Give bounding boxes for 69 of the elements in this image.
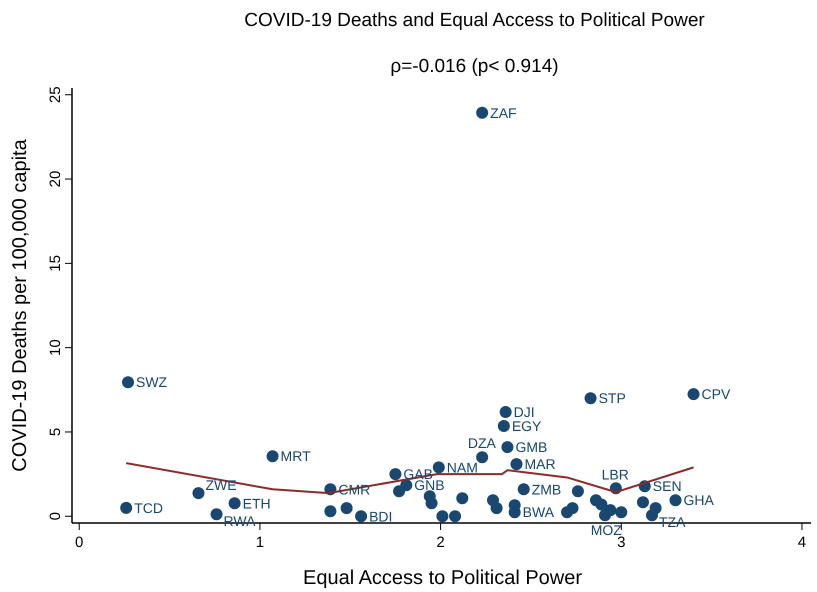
- annotation: ETH: [242, 495, 271, 512]
- y-tick-label: 0: [47, 512, 64, 520]
- point: [500, 406, 512, 418]
- x-tick-label: 2: [436, 534, 445, 551]
- point: [210, 508, 223, 520]
- point: [426, 497, 438, 510]
- annotation: LBR: [602, 466, 629, 482]
- point: [389, 468, 402, 480]
- point: [456, 492, 468, 504]
- annotation: NAM: [446, 459, 478, 476]
- annotation: MRT: [280, 448, 312, 464]
- point: [476, 451, 488, 464]
- annotation: STP: [598, 390, 626, 406]
- point: [572, 485, 584, 498]
- annotation: ZWE: [205, 477, 237, 494]
- chart-subtitle: ρ=-0.016 (p< 0.914): [390, 56, 559, 77]
- annotation: EGY: [512, 418, 542, 434]
- annotation: CPV: [702, 386, 732, 402]
- point: [266, 450, 279, 462]
- annotation: GHA: [683, 492, 714, 508]
- y-tick-label: 10: [47, 339, 64, 356]
- annotation: DJI: [514, 404, 535, 420]
- point: [192, 487, 204, 500]
- annotation: ZAF: [490, 104, 517, 121]
- x-tick-label: 3: [617, 534, 626, 551]
- point: [688, 388, 700, 400]
- point: [636, 496, 649, 508]
- annotation: ZMB: [532, 481, 562, 498]
- point: [122, 376, 134, 388]
- annotation: BDI: [369, 508, 392, 524]
- point: [510, 458, 522, 470]
- x-tick-label: 0: [75, 534, 84, 551]
- annotation: SEN: [652, 478, 682, 494]
- point: [476, 106, 488, 119]
- point: [324, 505, 336, 518]
- point: [669, 494, 682, 506]
- point: [120, 502, 132, 514]
- point: [432, 461, 445, 474]
- point: [393, 485, 406, 498]
- point: [355, 510, 368, 522]
- x-tick-label: 1: [256, 534, 264, 551]
- point: [615, 506, 628, 518]
- x-tick-label: 4: [798, 534, 806, 551]
- y-tick-label: 20: [47, 170, 64, 188]
- point: [449, 510, 462, 522]
- annotation: SWZ: [136, 374, 168, 390]
- annotation: DZA: [468, 435, 497, 452]
- chart-title: COVID-19 Deaths and Equal Access to Political Power: [244, 10, 706, 31]
- point: [604, 504, 616, 516]
- point: [595, 498, 608, 510]
- y-tick-label: 25: [47, 86, 64, 104]
- point: [501, 441, 514, 454]
- point: [436, 510, 448, 522]
- x-axis-title: Equal Access to Political Power: [302, 567, 582, 589]
- point: [584, 392, 597, 404]
- annotation: GMB: [515, 439, 548, 456]
- y-axis-title: COVID-19 Deaths per 100,000 capita: [9, 138, 31, 472]
- point: [518, 483, 530, 496]
- point: [490, 502, 503, 514]
- point: [566, 502, 578, 514]
- point: [340, 502, 353, 514]
- annotation: TCD: [134, 500, 163, 516]
- y-tick-label: 5: [47, 428, 64, 436]
- annotation: BWA: [522, 504, 555, 520]
- point: [228, 497, 241, 510]
- point: [650, 502, 662, 514]
- annotation: MAR: [524, 456, 556, 472]
- point: [498, 420, 510, 432]
- y-tick-label: 15: [47, 255, 64, 272]
